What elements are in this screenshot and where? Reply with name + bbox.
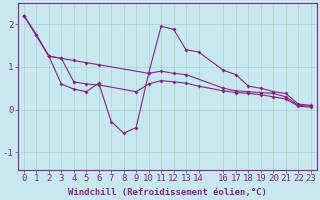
X-axis label: Windchill (Refroidissement éolien,°C): Windchill (Refroidissement éolien,°C) <box>68 188 267 197</box>
